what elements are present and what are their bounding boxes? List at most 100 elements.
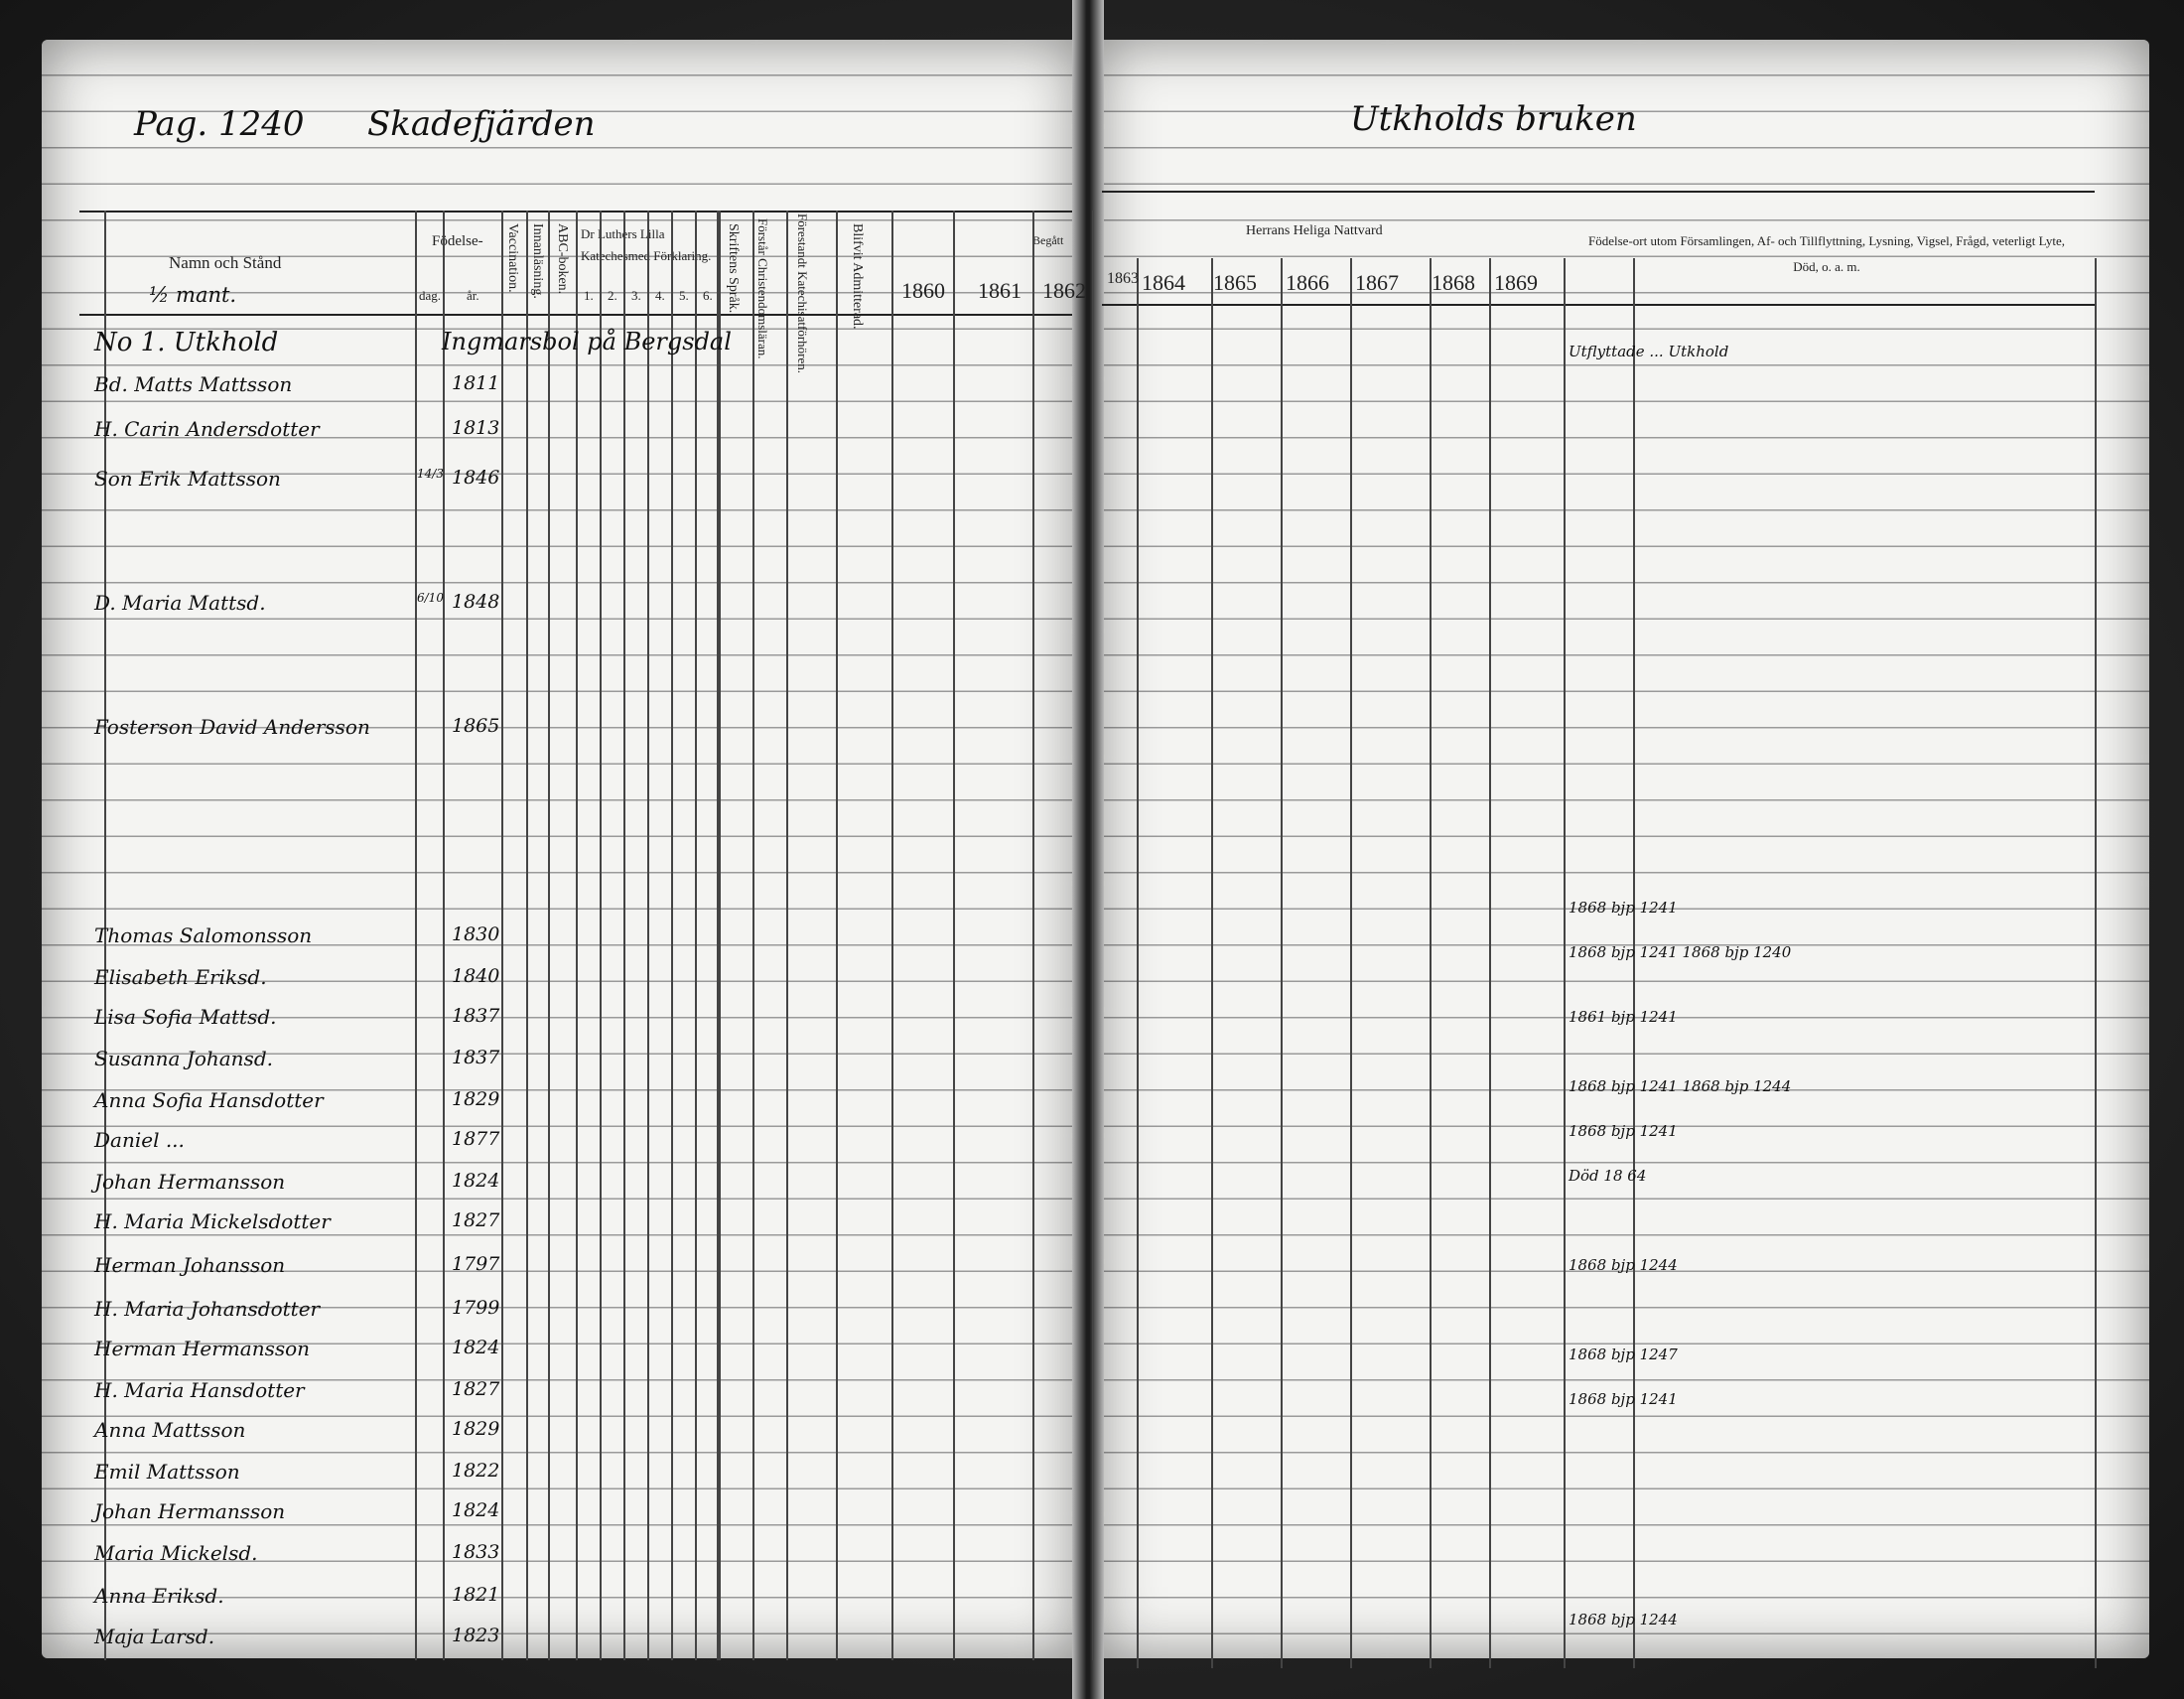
row-birth-year: 1846 xyxy=(452,467,500,489)
column-rule xyxy=(891,211,893,1660)
column-rule xyxy=(695,211,697,1660)
header-abc: ABC-boken. xyxy=(555,223,570,295)
place-heading: Skadefjärden xyxy=(367,104,596,144)
row-birth-year: 1824 xyxy=(452,1337,500,1358)
remark-entry: 1861 bjp 1241 xyxy=(1569,1008,1678,1026)
row-name: Anna Sofia Hansdotter xyxy=(94,1088,324,1112)
row-birth-year: 1833 xyxy=(452,1541,500,1563)
header-catechism: Dr Luthers Lilla Katechesmed Förklaring. xyxy=(581,226,712,263)
row-name: Daniel ... xyxy=(94,1128,185,1152)
header-reading: Innanläsning. xyxy=(530,223,545,299)
communion-year: 1867 xyxy=(1355,270,1399,295)
row-name: Bd. Matts Mattsson xyxy=(94,372,293,396)
row-birth-year: 1827 xyxy=(452,1378,500,1400)
column-rule xyxy=(717,211,719,1660)
row-name: Johan Hermansson xyxy=(94,1170,286,1194)
row-birth-year: 1837 xyxy=(452,1047,500,1068)
column-rule xyxy=(1137,258,1139,1668)
column-rule xyxy=(1032,211,1034,1660)
column-rule xyxy=(1633,258,1635,1668)
column-rule xyxy=(1489,258,1491,1668)
communion-year: 1865 xyxy=(1213,270,1257,295)
row-name: D. Maria Mattsd. xyxy=(94,591,266,615)
left-page xyxy=(42,40,1079,1658)
row-name: Maria Mickelsd. xyxy=(94,1541,258,1565)
row-name: Elisabeth Eriksd. xyxy=(94,965,267,989)
row-birth-year: 1865 xyxy=(452,715,500,737)
row-name: Herman Hermansson xyxy=(94,1337,311,1360)
column-rule xyxy=(1281,258,1283,1668)
communion-year: 1868 xyxy=(1432,270,1475,295)
right-place-heading: Utkholds bruken xyxy=(1350,99,1637,139)
row-name: Susanna Johansd. xyxy=(94,1047,273,1070)
column-rule xyxy=(501,211,503,1660)
row-name: Herman Johansson xyxy=(94,1253,286,1277)
column-rule xyxy=(647,211,649,1660)
column-rule xyxy=(623,211,625,1660)
column-rule xyxy=(1211,258,1213,1668)
header-bottom-rule-right xyxy=(1102,304,2095,306)
column-rule xyxy=(600,211,602,1660)
header-top-rule-right xyxy=(1102,191,2095,193)
row-birth-year: 1830 xyxy=(452,923,500,945)
exam-year: 1862 xyxy=(1042,278,1086,303)
column-rule xyxy=(104,211,106,1660)
column-rule xyxy=(752,211,754,1660)
row-birth-year: 1824 xyxy=(452,1170,500,1192)
remark-entry: 1868 bjp 1241 1868 bjp 1244 xyxy=(1569,1077,1792,1095)
row-birth-year: 1827 xyxy=(452,1209,500,1231)
exam-year: 1861 xyxy=(978,278,1022,303)
column-rule xyxy=(415,211,417,1660)
remark-entry: Död 18 64 xyxy=(1569,1167,1647,1185)
catechism-part-label: 2. xyxy=(608,288,617,303)
row-name: Anna Eriksd. xyxy=(94,1584,224,1608)
row-name: Son Erik Mattsson xyxy=(94,467,281,491)
communion-year: 1869 xyxy=(1494,270,1538,295)
header-name: Namn och Stånd xyxy=(169,253,282,272)
row-birth-year: 1829 xyxy=(452,1088,500,1110)
row-name: H. Maria Johansdotter xyxy=(94,1297,321,1321)
header-scripture: Skriftens Språk. xyxy=(726,223,741,314)
remark-entry: 1868 bjp 1247 xyxy=(1569,1345,1678,1363)
row-birth-year: 1797 xyxy=(452,1253,500,1275)
row-birth-year: 1848 xyxy=(452,591,500,613)
column-rule xyxy=(719,211,721,1660)
row-name: No 1. Utkhold xyxy=(94,328,279,357)
catechism-part-label: 4. xyxy=(655,288,665,303)
row-name: Maja Larsd. xyxy=(94,1625,215,1648)
column-rule xyxy=(2095,258,2097,1668)
row-birth-year: 1821 xyxy=(452,1584,500,1606)
row-name: H. Maria Hansdotter xyxy=(94,1378,305,1402)
column-rule xyxy=(576,211,578,1660)
remark-entry: 1868 bjp 1241 xyxy=(1569,1390,1678,1408)
remark-entry: 1868 bjp 1241 1868 bjp 1240 xyxy=(1569,943,1792,961)
row-birth-year: 1837 xyxy=(452,1005,500,1027)
row-birth-year: 1823 xyxy=(452,1625,500,1646)
row-birth-year: 1813 xyxy=(452,417,500,439)
book-gutter xyxy=(1072,0,1104,1699)
row-name: Anna Mattsson xyxy=(94,1418,246,1442)
header-admitted: Blifvit Admitterad. xyxy=(850,223,865,330)
communion-year: 1864 xyxy=(1142,270,1185,295)
row-name: Lisa Sofia Mattsd. xyxy=(94,1005,277,1029)
row-birth-year: 1799 xyxy=(452,1297,500,1319)
column-rule xyxy=(1430,258,1432,1668)
row-birth-year: 1811 xyxy=(452,372,500,394)
row-birth-year: Ingmarsbol på Bergsdal xyxy=(442,328,732,355)
exam-year: 1860 xyxy=(901,278,945,303)
header-understanding: Förstår Christendomsläran. xyxy=(755,218,770,359)
header-day: dag. xyxy=(419,288,442,303)
row-name: Johan Hermansson xyxy=(94,1499,286,1523)
column-rule xyxy=(443,211,445,1660)
column-rule xyxy=(526,211,528,1660)
header-confirmed: Förestandt Katechisatförhören. xyxy=(795,213,810,374)
row-birth-year: 1877 xyxy=(452,1128,500,1150)
remark-entry: 1868 bjp 1241 xyxy=(1569,899,1678,917)
catechism-part-label: 5. xyxy=(679,288,689,303)
header-exams: Begått xyxy=(1032,233,1064,247)
column-rule xyxy=(1092,211,1094,1660)
header-vaccination: Vaccination. xyxy=(505,223,520,293)
remark-entry: 1868 bjp 1244 xyxy=(1569,1256,1678,1274)
column-rule xyxy=(836,211,838,1660)
